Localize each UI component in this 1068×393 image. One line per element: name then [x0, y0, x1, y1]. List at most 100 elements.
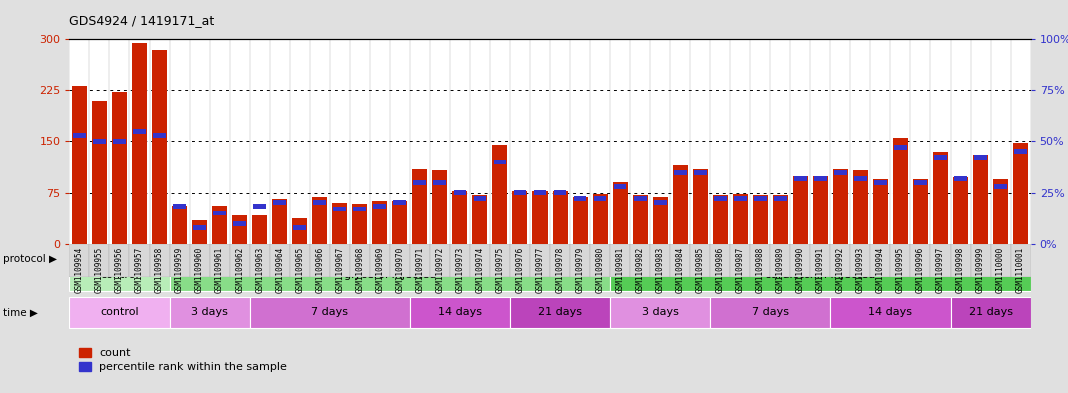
Bar: [813, 176, 828, 244]
Text: cardiotoxin injected: cardiotoxin injected: [766, 270, 876, 280]
Text: GSM1109970: GSM1109970: [395, 246, 405, 292]
Text: GSM1109999: GSM1109999: [976, 246, 985, 292]
Text: GSM1109964: GSM1109964: [276, 246, 284, 292]
Bar: [550, 244, 570, 277]
Bar: [413, 180, 426, 185]
Bar: [653, 197, 668, 244]
Bar: [293, 218, 308, 244]
Bar: [533, 191, 548, 244]
Bar: [794, 176, 806, 181]
Bar: [453, 191, 468, 244]
Text: GDS4924 / 1419171_at: GDS4924 / 1419171_at: [69, 15, 215, 28]
Bar: [930, 244, 951, 277]
Text: GSM1109989: GSM1109989: [775, 246, 785, 292]
Text: GSM1109983: GSM1109983: [656, 246, 664, 292]
Bar: [454, 190, 467, 195]
Bar: [674, 170, 687, 174]
Bar: [650, 244, 671, 277]
Text: GSM1109969: GSM1109969: [375, 246, 384, 292]
Bar: [354, 207, 366, 211]
Bar: [574, 196, 586, 201]
Bar: [831, 244, 850, 277]
Bar: [973, 155, 988, 244]
Text: GSM1109986: GSM1109986: [716, 246, 725, 292]
Text: 3 days: 3 days: [191, 307, 229, 318]
Bar: [93, 139, 106, 144]
Text: GSM1109997: GSM1109997: [936, 246, 945, 292]
Bar: [230, 244, 250, 277]
Text: GSM1109962: GSM1109962: [235, 246, 245, 292]
Bar: [152, 50, 167, 244]
Bar: [610, 296, 710, 329]
Bar: [373, 202, 388, 244]
Text: GSM1109968: GSM1109968: [356, 246, 364, 292]
Bar: [754, 196, 767, 201]
Bar: [430, 244, 450, 277]
Bar: [850, 244, 870, 277]
Bar: [1015, 149, 1027, 154]
Text: 3 days: 3 days: [642, 307, 678, 318]
Bar: [410, 244, 429, 277]
Bar: [954, 176, 967, 181]
Bar: [591, 244, 610, 277]
Bar: [792, 176, 807, 244]
Bar: [192, 220, 207, 244]
Legend: count, percentile rank within the sample: count, percentile rank within the sample: [75, 343, 292, 376]
Bar: [450, 244, 470, 277]
Bar: [69, 296, 170, 329]
Bar: [971, 244, 991, 277]
Text: GSM1109958: GSM1109958: [155, 246, 164, 292]
Bar: [150, 244, 170, 277]
Text: GSM1109973: GSM1109973: [455, 246, 465, 292]
Text: GSM1109987: GSM1109987: [736, 246, 744, 292]
Text: GSM1109956: GSM1109956: [115, 246, 124, 292]
Bar: [713, 196, 726, 201]
Text: GSM1109979: GSM1109979: [576, 246, 584, 292]
Bar: [831, 296, 951, 329]
Bar: [412, 169, 427, 244]
Bar: [410, 296, 511, 329]
Bar: [129, 244, 150, 277]
Bar: [773, 195, 788, 244]
Bar: [470, 244, 490, 277]
Bar: [352, 204, 367, 244]
Bar: [392, 202, 407, 244]
Text: GSM1109980: GSM1109980: [596, 246, 604, 292]
Text: GSM1109998: GSM1109998: [956, 246, 965, 292]
Bar: [134, 129, 146, 134]
Text: GSM1109995: GSM1109995: [896, 246, 905, 292]
Bar: [834, 170, 847, 174]
Bar: [434, 180, 446, 185]
Text: GSM1109992: GSM1109992: [836, 246, 845, 292]
Bar: [894, 145, 907, 150]
Bar: [633, 196, 646, 201]
Text: 14 days: 14 days: [438, 307, 482, 318]
Bar: [209, 244, 230, 277]
Bar: [490, 244, 511, 277]
Bar: [374, 204, 387, 209]
Bar: [632, 195, 647, 244]
Bar: [350, 244, 370, 277]
Bar: [833, 169, 848, 244]
Bar: [893, 138, 908, 244]
Bar: [1010, 244, 1031, 277]
Bar: [630, 244, 650, 277]
Bar: [933, 152, 948, 244]
Bar: [593, 194, 608, 244]
Bar: [690, 244, 710, 277]
Bar: [493, 160, 506, 164]
Text: GSM1109974: GSM1109974: [475, 246, 485, 292]
Text: control: control: [100, 307, 139, 318]
Bar: [514, 190, 527, 195]
Text: GSM1109988: GSM1109988: [756, 246, 765, 292]
Bar: [69, 259, 170, 291]
Bar: [951, 296, 1031, 329]
Bar: [492, 145, 507, 244]
Bar: [393, 200, 406, 205]
Text: time ▶: time ▶: [3, 307, 38, 318]
Bar: [553, 190, 566, 195]
Text: GSM1109996: GSM1109996: [916, 246, 925, 292]
Text: GSM1109965: GSM1109965: [295, 246, 304, 292]
Bar: [132, 43, 147, 244]
Bar: [530, 244, 550, 277]
